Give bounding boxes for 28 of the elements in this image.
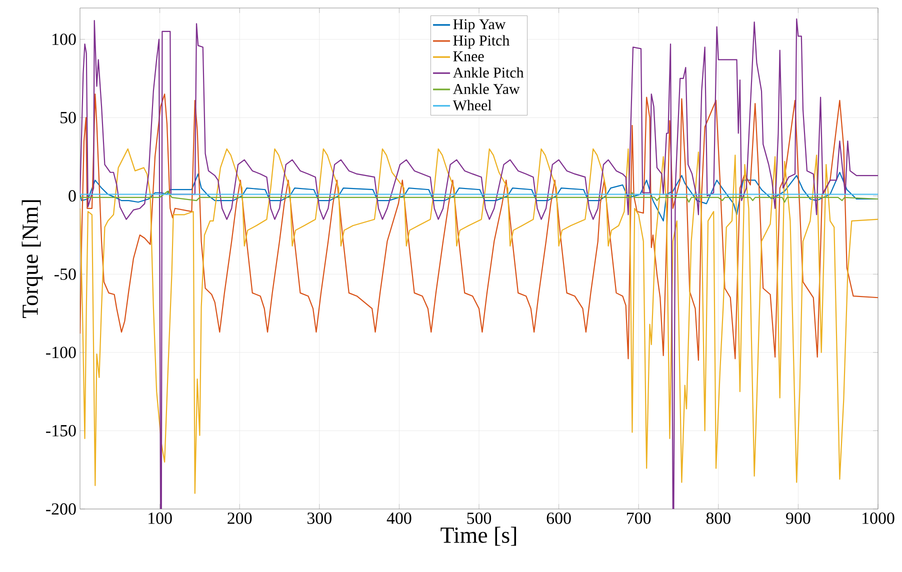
line-series	[80, 190, 878, 203]
legend-label: Hip Pitch	[453, 35, 510, 49]
x-tick-label: 300	[308, 512, 332, 524]
legend-label: Knee	[453, 51, 484, 62]
x-tick-label: 900	[786, 512, 810, 524]
legend-label: Hip Yaw	[453, 19, 506, 32]
y-axis-title: Torque [Nm]	[22, 200, 43, 318]
x-tick-label: 500	[467, 512, 492, 524]
legend-label: Wheel	[452, 100, 492, 110]
y-tick-label: -150	[46, 425, 76, 436]
x-axis-title: Time [s]	[440, 526, 516, 546]
x-tick-label: 1000	[862, 512, 894, 524]
x-tick-label: 100	[148, 512, 172, 524]
line-series	[80, 148, 878, 494]
y-tick-label: -50	[54, 268, 76, 280]
x-tick-label: 600	[546, 512, 571, 524]
x-tick-label: 800	[706, 512, 730, 524]
y-tick-label: 50	[60, 112, 76, 124]
y-tick-label: 100	[52, 34, 76, 46]
legend-label: Ankle Yaw	[452, 84, 520, 94]
y-tick-label: 0	[68, 190, 76, 202]
x-tick-label: 400	[386, 512, 412, 524]
legend-label: Ankle Pitch	[452, 67, 524, 78]
x-tick-label: 700	[627, 512, 651, 524]
x-tick-label: 200	[228, 512, 252, 524]
y-tick-label: -100	[46, 346, 76, 358]
y-tick-label: -200	[46, 503, 76, 515]
line-series	[80, 94, 878, 361]
